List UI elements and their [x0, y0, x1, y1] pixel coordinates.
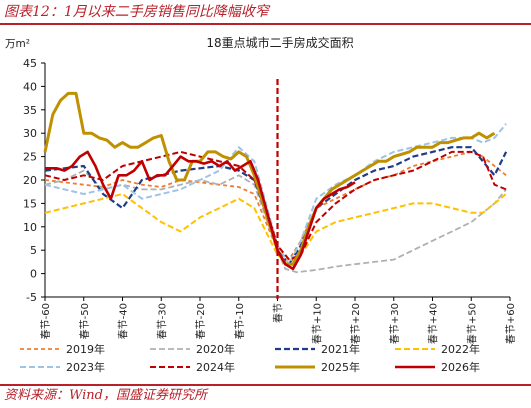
x-tick-label: 春节-50	[79, 303, 91, 339]
legend-item: 2026年	[395, 360, 480, 374]
legend-label: 2022年	[441, 342, 480, 356]
line-chart: 18重点城市二手房成交面积 万m² -5 0 5 10 15 20 25 30 35 40 45 春节…	[5, 35, 517, 374]
y-tick-label: 45	[23, 57, 37, 70]
source-rule	[0, 384, 531, 386]
y-tick-label: 15	[23, 197, 37, 210]
legend-item: 2019年	[20, 342, 105, 356]
series-line-2026	[45, 150, 356, 271]
source-note: 资料来源：Wind，国盛证券研究所	[4, 388, 207, 403]
legend-item: 2021年	[275, 342, 360, 356]
y-tick-label: 10	[23, 221, 37, 234]
legend-label: 2020年	[196, 342, 235, 356]
legend-item: 2022年	[395, 342, 480, 356]
series-line-2023	[44, 123, 507, 266]
legend-item: 2020年	[150, 342, 235, 356]
plot-area	[43, 79, 508, 299]
series-line-2021	[44, 146, 508, 266]
chart-title: 18重点城市二手房成交面积	[206, 35, 353, 50]
x-tick-label: 春节-10	[234, 303, 246, 339]
x-tick-label: 春节-30	[156, 303, 168, 339]
legend-label: 2019年	[66, 342, 105, 356]
x-tick-label: 春节-60	[40, 303, 52, 339]
y-tick-label: 5	[30, 244, 37, 257]
title-rule	[0, 23, 531, 25]
y-axis-unit: 万m²	[5, 38, 30, 50]
legend-item: 2023年	[20, 360, 105, 374]
series-line-2024	[44, 150, 507, 261]
legend-item: 2024年	[150, 360, 235, 374]
legend-label: 2023年	[66, 360, 105, 374]
x-tick-label: 春节+40	[428, 303, 440, 344]
x-tick-label: 春节+50	[466, 303, 478, 344]
y-tick-label: 35	[23, 104, 37, 117]
x-tick-label: 春节+20	[350, 303, 362, 344]
figure-title: 图表12：1月以来二手房销售同比降幅收窄	[4, 4, 269, 20]
y-tick-label: 20	[23, 174, 37, 187]
series-line-2022	[44, 193, 507, 266]
x-tick-label: 春节+30	[389, 303, 401, 344]
legend: 2019年 2020年 2021年 2022年 2023年 2024年 2025年 2026年	[20, 342, 480, 374]
y-tick-label: 25	[23, 151, 37, 164]
x-tick-label: 春节-40	[118, 303, 130, 339]
x-tick-label: 春节-20	[195, 303, 207, 339]
y-tick-label: -5	[26, 291, 37, 304]
legend-label: 2026年	[441, 360, 480, 374]
legend-label: 2024年	[196, 360, 235, 374]
legend-label: 2021年	[321, 342, 360, 356]
y-tick-label: 0	[30, 268, 37, 281]
y-tick-label: 40	[23, 80, 37, 93]
series-line-2025	[43, 91, 496, 266]
y-tick-label: 30	[23, 127, 37, 140]
x-tick-label: 春节+10	[311, 303, 323, 344]
x-tick-label: 春节	[273, 303, 285, 323]
legend-item: 2025年	[275, 360, 360, 374]
x-tick-label: 春节+60	[505, 303, 517, 344]
legend-label: 2025年	[321, 360, 360, 374]
axes: -5 0 5 10 15 20 25 30 35 40 45 春节-60 春节-50 春节-40 春节-30…	[23, 57, 517, 344]
